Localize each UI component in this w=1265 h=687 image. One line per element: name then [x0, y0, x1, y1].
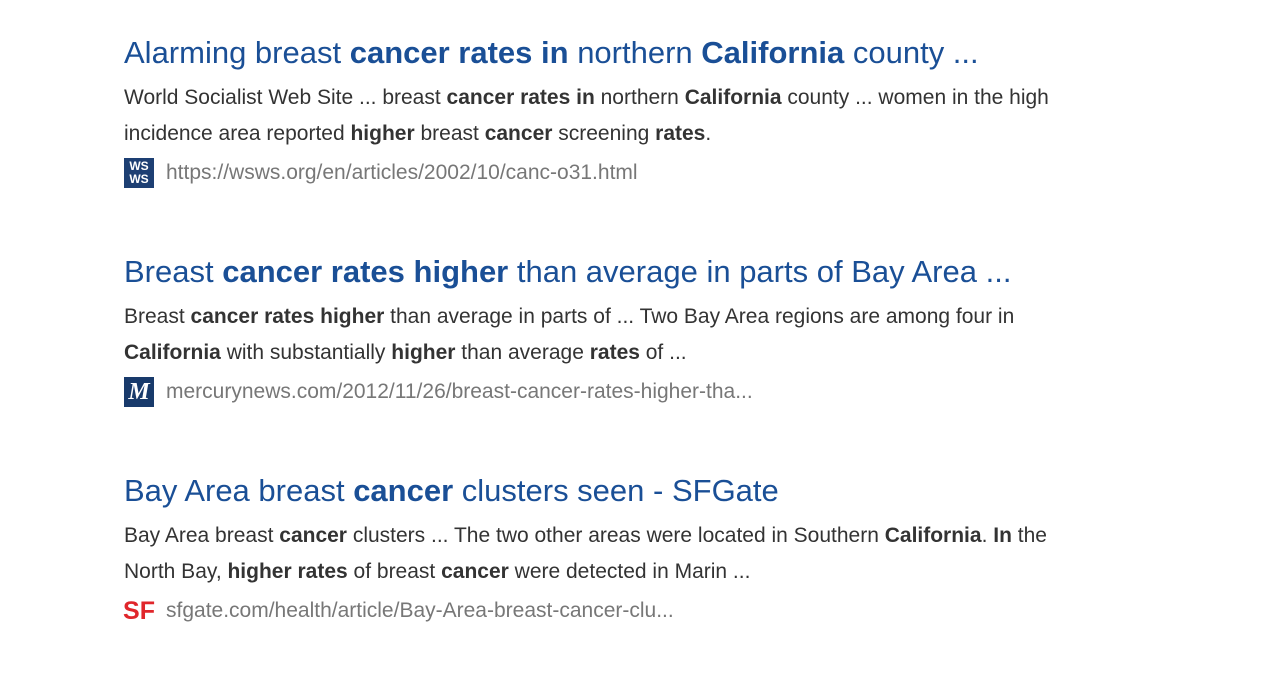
result-url[interactable]: mercurynews.com/2012/11/26/breast-cancer…: [166, 380, 753, 403]
title-segment: Breast: [124, 254, 223, 289]
snippet-segment: rates: [655, 122, 706, 145]
snippet-segment: cancer: [279, 524, 347, 547]
snippet-segment: incidence area reported: [124, 122, 351, 145]
snippet-segment: higher rates: [227, 560, 348, 583]
snippet-segment: screening: [552, 122, 656, 145]
title-segment: county ...: [844, 35, 979, 70]
title-segment: clusters seen - SFGate: [453, 473, 779, 508]
favicon: WS WS: [124, 158, 154, 188]
snippet-segment: of breast: [347, 560, 442, 583]
snippet-segment: higher: [350, 122, 415, 145]
snippet-segment: cancer: [484, 122, 553, 145]
snippet-segment: were detected in Marin ...: [508, 560, 751, 583]
snippet-segment: cancer rates higher: [190, 305, 385, 328]
title-segment: cancer rates in: [349, 35, 569, 70]
favicon: SF: [123, 596, 155, 626]
snippet-line: California with substantially higher tha…: [124, 335, 1244, 371]
title-segment: northern: [568, 35, 702, 70]
snippet-segment: the: [1011, 524, 1047, 547]
snippet-segment: California: [124, 341, 221, 364]
result-snippet: World Socialist Web Site ... breast canc…: [124, 80, 1244, 152]
result-url[interactable]: sfgate.com/health/article/Bay-Area-breas…: [166, 599, 674, 622]
favicon-text: WS: [129, 172, 149, 186]
snippet-segment: than average: [455, 341, 590, 364]
search-result: Breast cancer rates higher than average …: [124, 249, 1244, 468]
title-segment: cancer rates higher: [222, 254, 509, 289]
page: Alarming breast cancer rates in northern…: [123, 35, 1049, 625]
favicon-text: SF: [123, 597, 155, 625]
snippet-line: World Socialist Web Site ... breast canc…: [124, 80, 1244, 116]
snippet-segment: Breast: [124, 305, 191, 328]
title-segment: Alarming breast: [124, 35, 350, 70]
snippet-segment: cancer rates in: [446, 86, 595, 109]
snippet-segment: World Socialist Web Site ... breast: [124, 86, 447, 109]
result-list: Alarming breast cancer rates in northern…: [123, 30, 1244, 687]
snippet-segment: Bay Area breast: [124, 524, 280, 547]
snippet-line: North Bay, higher rates of breast cancer…: [124, 554, 1244, 590]
result-title[interactable]: Alarming breast cancer rates in northern…: [124, 30, 1244, 76]
snippet-segment: than average in parts of ... Two Bay Are…: [384, 305, 1015, 328]
search-result: Bay Area breast cancer clusters seen - S…: [123, 468, 1244, 687]
url-row: WS WS https://wsws.org/en/articles/2002/10…: [124, 158, 1244, 188]
search-result: Alarming breast cancer rates in northern…: [124, 30, 1244, 249]
result-snippet: Bay Area breast cancer clusters ... The …: [124, 518, 1244, 590]
title-segment: California: [701, 35, 845, 70]
favicon-text: M: [128, 378, 150, 405]
snippet-line: incidence area reported higher breast ca…: [124, 116, 1244, 152]
snippet-segment: higher: [391, 341, 456, 364]
url-row: SF sfgate.com/health/article/Bay-Area-bre…: [123, 596, 1244, 626]
snippet-segment: .: [705, 122, 712, 145]
result-url[interactable]: https://wsws.org/en/articles/2002/10/can…: [166, 161, 638, 184]
snippet-segment: California: [684, 86, 782, 109]
snippet-segment: of ...: [639, 341, 687, 364]
title-segment: cancer: [353, 473, 454, 508]
result-snippet: Breast cancer rates higher than average …: [124, 299, 1244, 371]
snippet-segment: breast: [414, 122, 485, 145]
snippet-line: Bay Area breast cancer clusters ... The …: [124, 518, 1244, 554]
result-title[interactable]: Breast cancer rates higher than average …: [124, 249, 1244, 295]
favicon-text: WS: [129, 159, 149, 173]
snippet-segment: cancer: [441, 560, 509, 583]
snippet-segment: northern: [594, 86, 685, 109]
snippet-line: Breast cancer rates higher than average …: [124, 299, 1244, 335]
result-title[interactable]: Bay Area breast cancer clusters seen - S…: [124, 468, 1244, 514]
snippet-segment: county ... women in the high: [781, 86, 1049, 109]
snippet-segment: clusters ... The two other areas were lo…: [346, 524, 885, 547]
snippet-segment: with substantially: [220, 341, 392, 364]
snippet-segment: In: [993, 524, 1012, 547]
snippet-segment: .: [981, 524, 994, 547]
snippet-segment: rates: [589, 341, 640, 364]
snippet-segment: California: [884, 524, 982, 547]
favicon: M: [124, 377, 154, 407]
title-segment: Bay Area breast: [124, 473, 354, 508]
snippet-segment: North Bay,: [124, 560, 228, 583]
title-segment: than average in parts of Bay Area ...: [508, 254, 1012, 289]
